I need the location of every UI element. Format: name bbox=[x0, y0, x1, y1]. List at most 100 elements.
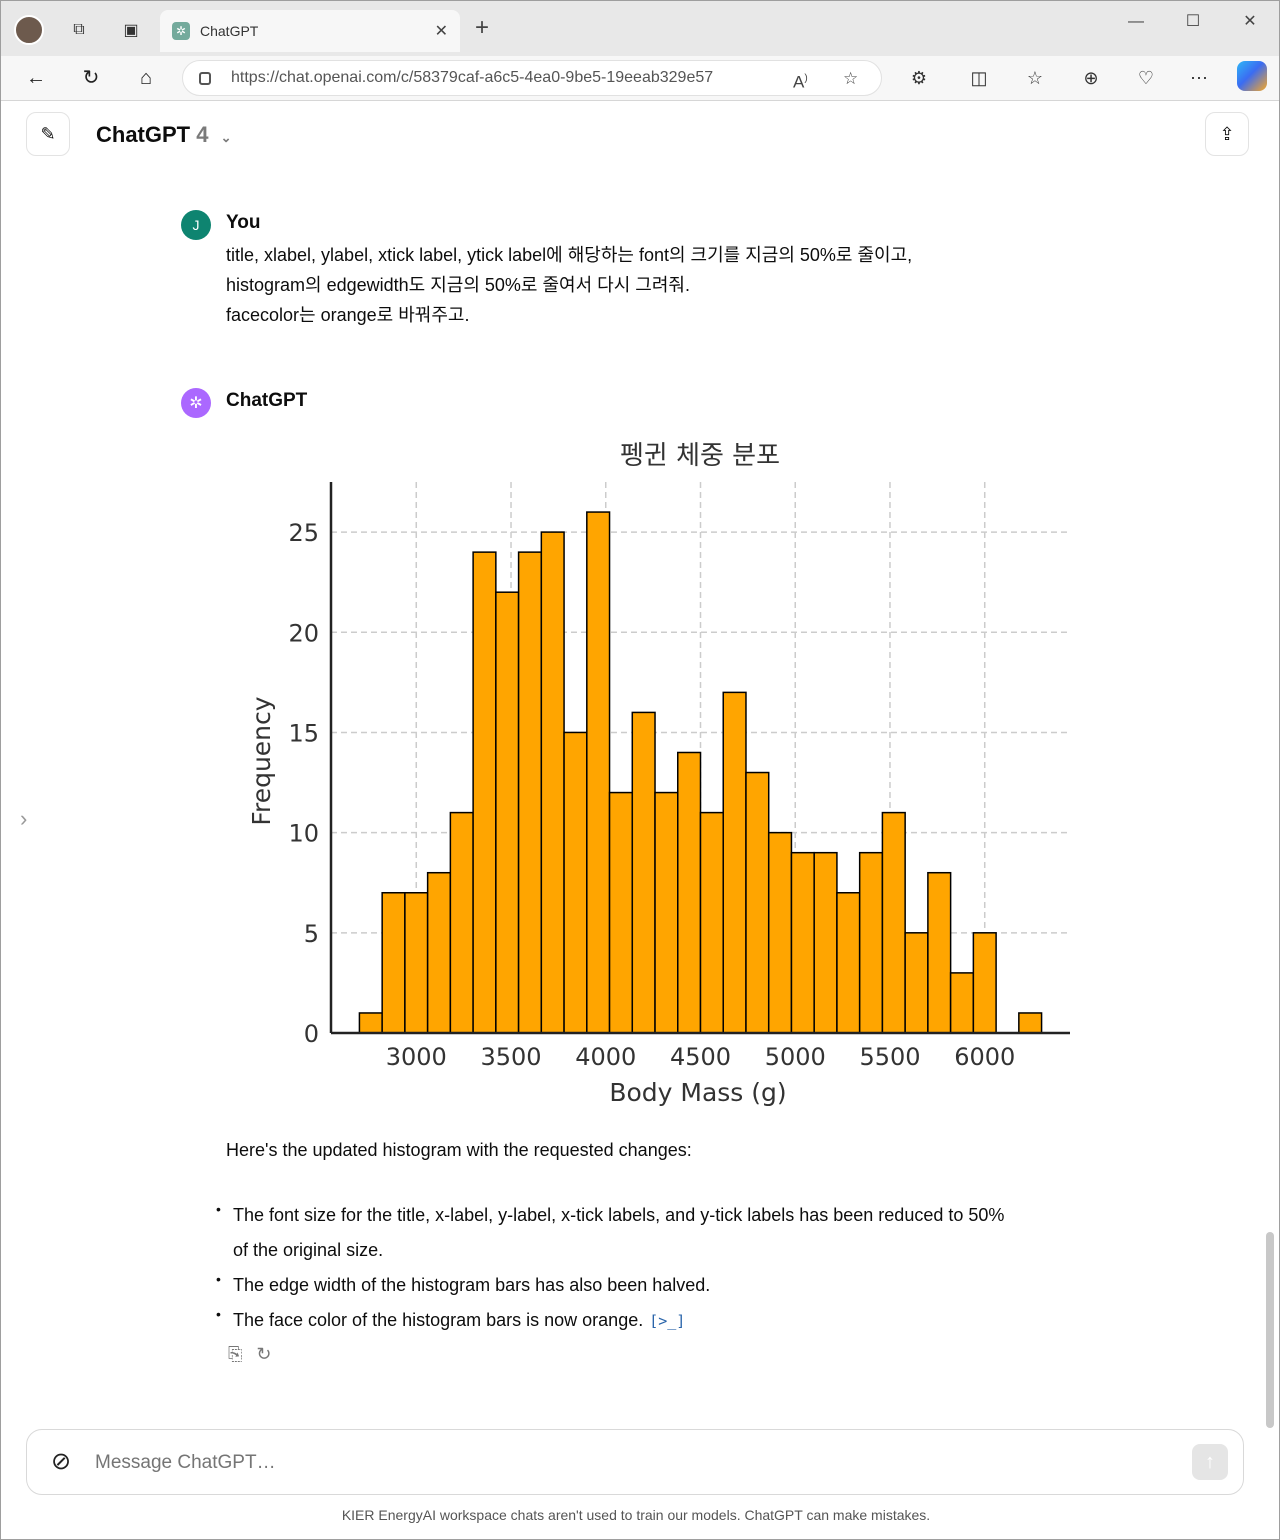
sidebar-toggle-icon[interactable]: › bbox=[20, 806, 28, 831]
favorites-icon[interactable]: ☆ bbox=[1026, 68, 1044, 88]
x-tick-label: 4000 bbox=[575, 1043, 636, 1071]
share-button[interactable]: ⇪ bbox=[1205, 112, 1249, 156]
histogram-bar bbox=[904, 932, 929, 1034]
active-tab[interactable]: ✲ ChatGPT ✕ bbox=[160, 10, 460, 52]
chart-xlabel: Body Mass (g) bbox=[609, 1078, 786, 1107]
browser-chrome: ⧉ ▣ ✲ ChatGPT ✕ + — ☐ ✕ ← ↻ ⌂ https://ch… bbox=[0, 0, 1280, 101]
user-avatar: J bbox=[181, 210, 211, 240]
chart-bars bbox=[358, 511, 1043, 1034]
back-button[interactable]: ← bbox=[26, 67, 46, 89]
maximize-button[interactable]: ☐ bbox=[1185, 13, 1201, 30]
chart-title: 펭귄 체중 분포 bbox=[620, 441, 780, 471]
y-tick-label: 0 bbox=[304, 1020, 319, 1048]
chevron-down-icon: ⌄ bbox=[220, 130, 232, 145]
bullet-item: The font size for the title, x-label, y-… bbox=[216, 1192, 1096, 1268]
read-aloud-icon[interactable]: A) bbox=[793, 72, 808, 92]
histogram-bar bbox=[972, 932, 997, 1034]
favorite-star-icon[interactable]: ☆ bbox=[843, 69, 859, 88]
chatgpt-favicon-icon: ✲ bbox=[172, 22, 190, 40]
close-window-button[interactable]: ✕ bbox=[1243, 13, 1257, 30]
y-tick-label: 20 bbox=[288, 619, 319, 647]
regenerate-icon[interactable]: ↻ bbox=[256, 1344, 272, 1364]
histogram-bar bbox=[495, 591, 520, 1034]
browser-toolbar: ← ↻ ⌂ https://chat.openai.com/c/58379caf… bbox=[0, 56, 1280, 100]
model-version: 4 bbox=[196, 122, 209, 147]
model-selector[interactable]: ChatGPT 4 ⌄ bbox=[96, 122, 232, 148]
app-header: ✎ ChatGPT 4 ⌄ ⇪ bbox=[0, 100, 1280, 170]
histogram-bar bbox=[381, 891, 406, 1034]
split-screen-icon[interactable]: ◫ bbox=[970, 68, 988, 88]
extensions-icon[interactable]: ⚙ bbox=[910, 68, 928, 88]
paperclip-icon[interactable]: ⊘ bbox=[51, 1448, 72, 1475]
message-actions: ⎘ ↻ bbox=[228, 1344, 272, 1365]
user-message-line: histogram의 edgewidth도 지금의 50%로 줄여서 다시 그려… bbox=[226, 275, 690, 295]
more-menu-icon[interactable]: ⋯ bbox=[1190, 68, 1208, 88]
arrow-up-icon: ↑ bbox=[1205, 1451, 1215, 1473]
x-tick-label: 4500 bbox=[670, 1043, 731, 1071]
bullet-text-continued: of the original size. bbox=[233, 1240, 384, 1260]
bullet-item: The face color of the histogram bars is … bbox=[216, 1297, 1096, 1339]
y-tick-labels: 0 5 10 15 20 25 bbox=[288, 519, 319, 1048]
browser-essentials-icon[interactable]: ♡ bbox=[1137, 68, 1155, 88]
histogram-bar bbox=[654, 791, 679, 1034]
scrollbar[interactable] bbox=[1266, 1232, 1274, 1428]
assistant-bullets: The font size for the title, x-label, y-… bbox=[216, 1192, 1096, 1339]
histogram-bar bbox=[699, 811, 724, 1034]
model-name: ChatGPT bbox=[96, 122, 191, 147]
edit-icon: ✎ bbox=[40, 123, 56, 144]
x-tick-labels: 3000 3500 4000 4500 5000 5500 6000 bbox=[386, 1043, 1016, 1071]
x-tick-label: 5500 bbox=[859, 1043, 920, 1071]
histogram-bar bbox=[449, 811, 474, 1034]
histogram-bar bbox=[813, 851, 838, 1034]
workspaces-icon[interactable]: ⧉ bbox=[73, 21, 85, 38]
x-tick-label: 3500 bbox=[480, 1043, 541, 1071]
user-message-line: facecolor는 orange로 바꿔주고. bbox=[226, 305, 470, 325]
histogram-bar bbox=[631, 711, 656, 1034]
home-button[interactable]: ⌂ bbox=[139, 67, 153, 89]
address-bar[interactable]: https://chat.openai.com/c/58379caf-a6c5-… bbox=[182, 60, 882, 96]
x-tick-label: 5000 bbox=[765, 1043, 826, 1071]
copilot-icon[interactable] bbox=[1237, 61, 1267, 91]
collections-icon[interactable]: ⊕ bbox=[1083, 68, 1099, 88]
y-tick-label: 10 bbox=[288, 820, 319, 848]
refresh-button[interactable]: ↻ bbox=[82, 67, 100, 89]
histogram-bar bbox=[540, 531, 565, 1034]
copy-icon[interactable]: ⎘ bbox=[228, 1344, 243, 1364]
histogram-bar bbox=[608, 791, 634, 1034]
bullet-text: The face color of the histogram bars is … bbox=[233, 1310, 644, 1330]
histogram-bar bbox=[586, 511, 611, 1034]
bullet-item: The edge width of the histogram bars has… bbox=[216, 1262, 1096, 1303]
disclaimer: KIER EnergyAI workspace chats aren't use… bbox=[341, 1507, 931, 1523]
message-input[interactable] bbox=[95, 1452, 1145, 1474]
send-button[interactable]: ↑ bbox=[1192, 1444, 1228, 1480]
lock-icon bbox=[199, 71, 211, 85]
histogram-bar bbox=[563, 731, 588, 1034]
message-composer: ⊘ ↑ bbox=[26, 1429, 1244, 1495]
histogram-chart[interactable]: 펭귄 체중 분포 Frequency Body Mass (g) 3000 350… bbox=[240, 430, 1100, 1120]
bullet-text: The font size for the title, x-label, y-… bbox=[233, 1205, 1005, 1225]
user-message-line: title, xlabel, ylabel, xtick label, ytic… bbox=[226, 245, 913, 265]
view-analysis-link[interactable]: [>_] bbox=[649, 1312, 686, 1330]
upload-icon: ⇪ bbox=[1219, 123, 1235, 144]
tab-actions-icon[interactable]: ▣ bbox=[123, 22, 139, 39]
minimize-button[interactable]: — bbox=[1128, 13, 1144, 30]
user-name: You bbox=[226, 212, 261, 233]
histogram-bar bbox=[677, 751, 702, 1034]
histogram-bar bbox=[836, 891, 861, 1034]
new-tab-button[interactable]: + bbox=[474, 14, 489, 41]
chatgpt-avatar-icon: ✲ bbox=[181, 388, 211, 418]
close-tab-icon[interactable]: ✕ bbox=[434, 23, 448, 40]
assistant-name: ChatGPT bbox=[226, 390, 308, 411]
histogram-bar bbox=[426, 871, 452, 1034]
histogram-bar bbox=[517, 551, 543, 1034]
histogram-bar bbox=[881, 811, 906, 1034]
profile-avatar[interactable] bbox=[14, 15, 44, 45]
histogram-bar bbox=[927, 871, 952, 1034]
new-chat-button[interactable]: ✎ bbox=[26, 112, 70, 156]
histogram-bar bbox=[722, 691, 747, 1034]
tab-title: ChatGPT bbox=[200, 23, 259, 39]
histogram-bar bbox=[745, 771, 770, 1034]
url-text: https://chat.openai.com/c/58379caf-a6c5-… bbox=[231, 69, 714, 86]
chart-axes bbox=[329, 482, 1070, 1035]
y-tick-label: 25 bbox=[288, 519, 319, 547]
